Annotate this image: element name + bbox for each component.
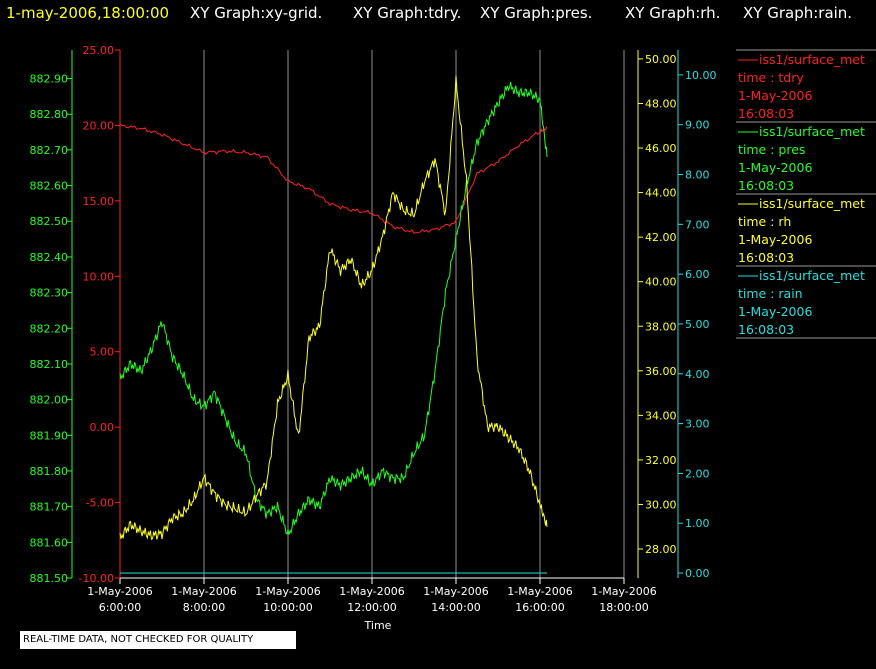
x-tick-time: 18:00:00 (599, 601, 648, 614)
series-lines (119, 75, 548, 574)
legend-source: iss1/surface_met (759, 52, 865, 67)
x-tick-time: 14:00:00 (431, 601, 480, 614)
x-tick-time: 6:00:00 (99, 601, 141, 614)
pres-tick-label: 882.50 (30, 215, 69, 228)
pres-tick-label: 881.90 (30, 429, 69, 442)
rh-tick-label: 48.00 (645, 97, 677, 110)
x-tick-date: 1-May-2006 (87, 585, 152, 598)
legend-time: 16:08:03 (738, 106, 794, 121)
legend-label: time : pres (738, 142, 805, 157)
x-tick-date: 1-May-2006 (171, 585, 236, 598)
rain-tick-label: 4.00 (685, 368, 710, 381)
graph-title: 1-may-2006,18:00:00 XY Graph:xy-grid. XY G… (6, 4, 852, 22)
legend-source: iss1/surface_met (759, 124, 865, 139)
rh-tick-label: 28.00 (645, 543, 677, 556)
legend-date: 1-May-2006 (738, 160, 812, 175)
quality-notice: REAL-TIME DATA, NOT CHECKED FOR QUALITY (20, 631, 296, 649)
rain-tick-label: 10.00 (685, 69, 717, 82)
grid-lines (203, 50, 625, 578)
title-graph-4: XY Graph:rain. (743, 4, 852, 22)
legend-date: 1-May-2006 (738, 304, 812, 319)
legend-source: iss1/surface_met (759, 268, 865, 283)
legend-time: 16:08:03 (738, 250, 794, 265)
rh-tick-label: 44.00 (645, 187, 677, 200)
tdry-tick-label: 5.00 (90, 346, 115, 359)
title-graph-2: XY Graph:pres. (480, 4, 592, 22)
legend-label: time : rain (738, 286, 803, 301)
series-tdry (119, 123, 548, 234)
pres-tick-label: 881.70 (30, 501, 69, 514)
tdry-tick-label: -10.00 (79, 572, 114, 585)
rain-tick-label: 8.00 (685, 169, 710, 182)
series-pres (119, 81, 548, 535)
title-datetime: 1-may-2006,18:00:00 (6, 4, 169, 22)
tdry-tick-label: 25.00 (83, 44, 115, 57)
rain-tick-label: 5.00 (685, 318, 710, 331)
rain-tick-label: 2.00 (685, 467, 710, 480)
tdry-tick-label: 20.00 (83, 119, 115, 132)
x-axis-label: Time (364, 619, 392, 632)
pres-tick-label: 882.90 (30, 73, 69, 86)
title-graph-1: XY Graph:tdry. (353, 4, 461, 22)
x-tick-time: 16:00:00 (515, 601, 564, 614)
tdry-tick-label: -5.00 (86, 497, 114, 510)
rh-tick-label: 46.00 (645, 142, 677, 155)
rh-tick-label: 50.00 (645, 53, 677, 66)
rain-tick-label: 0.00 (685, 567, 710, 580)
legend-date: 1-May-2006 (738, 232, 812, 247)
tdry-tick-label: 0.00 (90, 421, 115, 434)
title-graph-3: XY Graph:rh. (625, 4, 720, 22)
x-tick-time: 12:00:00 (347, 601, 396, 614)
pres-tick-label: 882.10 (30, 358, 69, 371)
pres-tick-label: 881.80 (30, 465, 69, 478)
pres-tick-label: 881.60 (30, 536, 69, 549)
legend-label: time : tdry (738, 70, 804, 85)
rain-tick-label: 3.00 (685, 418, 710, 431)
legend-time: 16:08:03 (738, 322, 794, 337)
pres-tick-label: 882.80 (30, 108, 69, 121)
pres-tick-label: 882.00 (30, 394, 69, 407)
legend-source: iss1/surface_met (759, 196, 865, 211)
title-graph-0: XY Graph:xy-grid. (190, 4, 322, 22)
x-tick-time: 8:00:00 (183, 601, 225, 614)
x-tick-date: 1-May-2006 (255, 585, 320, 598)
series-rh (119, 75, 548, 541)
x-tick-date: 1-May-2006 (507, 585, 572, 598)
pres-tick-label: 881.50 (30, 572, 69, 585)
rh-tick-label: 34.00 (645, 409, 677, 422)
pres-tick-label: 882.30 (30, 287, 69, 300)
x-tick-date: 1-May-2006 (423, 585, 488, 598)
x-tick-time: 10:00:00 (263, 601, 312, 614)
legend-date: 1-May-2006 (738, 88, 812, 103)
x-tick-date: 1-May-2006 (339, 585, 404, 598)
rh-tick-label: 30.00 (645, 498, 677, 511)
rh-tick-label: 32.00 (645, 454, 677, 467)
tdry-tick-label: 15.00 (83, 195, 115, 208)
rain-tick-label: 7.00 (685, 218, 710, 231)
rh-tick-label: 38.00 (645, 320, 677, 333)
rain-tick-label: 1.00 (685, 517, 710, 530)
rh-tick-label: 36.00 (645, 365, 677, 378)
pres-tick-label: 882.40 (30, 251, 69, 264)
pres-tick-label: 882.70 (30, 144, 69, 157)
rain-tick-label: 6.00 (685, 268, 710, 281)
tdry-tick-label: 10.00 (83, 270, 115, 283)
rh-tick-label: 40.00 (645, 276, 677, 289)
rain-tick-label: 9.00 (685, 119, 710, 132)
legend-time: 16:08:03 (738, 178, 794, 193)
axes: 1-May-2006 6:00:00 1-May-2006 8:00:00 1-May-… (30, 44, 717, 632)
rh-tick-label: 42.00 (645, 231, 677, 244)
pres-tick-label: 882.60 (30, 180, 69, 193)
pres-tick-label: 882.20 (30, 322, 69, 335)
x-tick-date: 1-May-2006 (591, 585, 656, 598)
legend-label: time : rh (738, 214, 791, 229)
